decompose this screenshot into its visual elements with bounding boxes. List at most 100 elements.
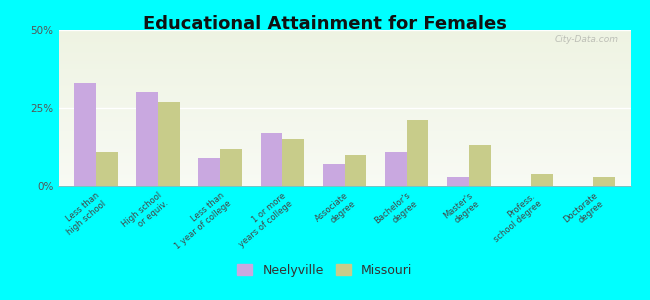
Bar <box>58 150 630 152</box>
Bar <box>323 164 345 186</box>
Bar <box>58 128 630 130</box>
Bar <box>58 64 630 66</box>
Bar <box>58 44 630 46</box>
Bar <box>58 148 630 150</box>
Bar <box>158 102 180 186</box>
Bar <box>58 181 630 183</box>
Bar <box>58 83 630 85</box>
Bar <box>58 164 630 166</box>
Bar <box>58 86 630 88</box>
Bar <box>282 139 304 186</box>
Bar <box>58 166 630 167</box>
Bar <box>469 146 491 186</box>
Bar <box>58 172 630 173</box>
Bar <box>58 114 630 116</box>
Bar <box>58 124 630 125</box>
Bar <box>58 52 630 53</box>
Bar <box>58 103 630 105</box>
Bar <box>58 94 630 95</box>
Bar <box>58 88 630 89</box>
Bar <box>58 142 630 144</box>
Bar <box>58 61 630 63</box>
Bar <box>58 121 630 122</box>
Bar <box>58 69 630 70</box>
Bar <box>58 170 630 172</box>
Bar <box>58 178 630 180</box>
Bar <box>58 111 630 113</box>
Bar <box>58 97 630 99</box>
Bar <box>58 144 630 146</box>
Bar <box>58 105 630 106</box>
Bar <box>58 85 630 86</box>
Bar <box>58 41 630 43</box>
Bar <box>58 75 630 77</box>
Bar <box>58 80 630 82</box>
Bar <box>58 133 630 134</box>
Bar <box>58 153 630 155</box>
Bar <box>58 139 630 141</box>
Bar <box>58 130 630 131</box>
Bar <box>58 127 630 128</box>
Bar <box>198 158 220 186</box>
Bar <box>58 39 630 41</box>
Bar <box>58 82 630 83</box>
Bar <box>58 50 630 52</box>
Bar <box>58 108 630 110</box>
Bar <box>58 46 630 47</box>
Bar <box>58 122 630 124</box>
Bar <box>58 155 630 156</box>
Bar <box>531 173 552 186</box>
Bar <box>58 116 630 117</box>
Bar <box>220 148 242 186</box>
Bar <box>58 36 630 38</box>
Bar <box>74 83 96 186</box>
Bar <box>58 66 630 68</box>
Bar <box>593 177 615 186</box>
Bar <box>58 74 630 75</box>
Bar <box>58 30 630 31</box>
Bar <box>58 113 630 114</box>
Bar <box>58 173 630 175</box>
Bar <box>58 43 630 44</box>
Bar <box>261 133 282 186</box>
Bar <box>58 35 630 36</box>
Bar <box>96 152 118 186</box>
Bar <box>58 77 630 78</box>
Bar <box>58 106 630 108</box>
Bar <box>58 180 630 181</box>
Bar <box>58 177 630 178</box>
Bar <box>447 177 469 186</box>
Bar <box>58 89 630 91</box>
Bar <box>58 167 630 169</box>
Bar <box>58 38 630 39</box>
Bar <box>58 146 630 147</box>
Bar <box>58 55 630 56</box>
Bar <box>58 161 630 163</box>
Bar <box>58 32 630 33</box>
Bar <box>58 72 630 74</box>
Bar <box>58 160 630 161</box>
Bar <box>58 156 630 158</box>
Bar <box>58 56 630 58</box>
Text: City-Data.com: City-Data.com <box>555 35 619 44</box>
Bar <box>58 49 630 50</box>
Bar <box>58 138 630 139</box>
Bar <box>58 58 630 60</box>
Bar <box>58 117 630 119</box>
Bar <box>58 95 630 97</box>
Bar <box>58 53 630 55</box>
Bar <box>58 136 630 138</box>
Bar <box>58 125 630 127</box>
Bar <box>58 134 630 136</box>
Bar <box>58 158 630 160</box>
Bar <box>58 47 630 49</box>
Bar <box>58 78 630 80</box>
Bar <box>58 33 630 35</box>
Bar <box>385 152 407 186</box>
Bar <box>58 60 630 61</box>
Bar <box>58 63 630 64</box>
Bar <box>344 155 366 186</box>
Bar <box>58 183 630 184</box>
Bar <box>58 175 630 177</box>
Text: Educational Attainment for Females: Educational Attainment for Females <box>143 15 507 33</box>
